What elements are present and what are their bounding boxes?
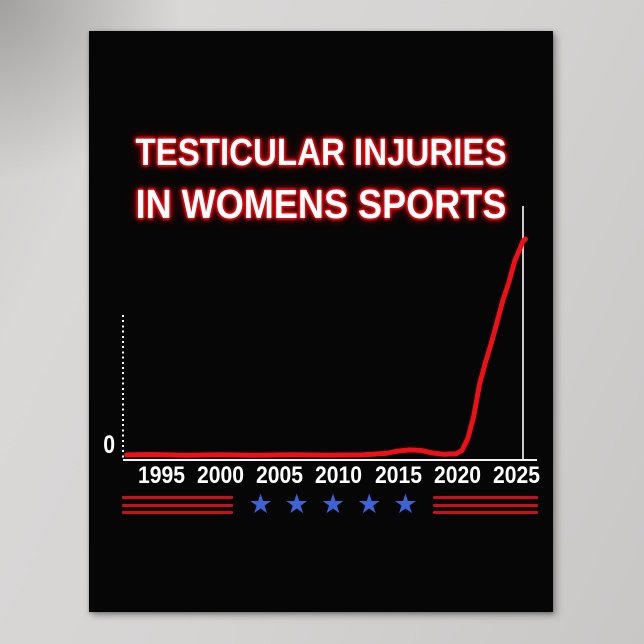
- right-reference-line: [522, 206, 524, 459]
- title-line-2: IN WOMENS SPORTS: [135, 181, 507, 227]
- star-icon: ★: [393, 489, 418, 520]
- injuries-line-chart: [124, 236, 528, 458]
- stars-row: ★ ★ ★ ★ ★: [233, 489, 433, 520]
- x-tick-2015: 2015: [374, 462, 422, 489]
- y-axis-dotted-line: [122, 315, 124, 459]
- x-tick-1995: 1995: [138, 462, 185, 489]
- stripe-bar: [122, 496, 233, 499]
- stripe-bar: [122, 511, 233, 514]
- poster-title: TESTICULAR INJURIES IN WOMENS SPORTS: [89, 128, 553, 230]
- x-axis-line: [123, 459, 537, 461]
- stripe-bar: [433, 503, 538, 507]
- x-axis-tick-labels: 1995 2000 2005 2010 2015 2020 2025: [132, 464, 546, 488]
- x-tick-2010: 2010: [315, 462, 363, 489]
- left-stripes-icon: [122, 495, 233, 515]
- x-tick-2005: 2005: [256, 462, 304, 489]
- star-icon: ★: [357, 489, 382, 520]
- right-stripes-icon: [433, 495, 538, 515]
- star-icon: ★: [284, 489, 309, 520]
- stripe-bar: [433, 496, 538, 499]
- x-tick-2025: 2025: [492, 462, 540, 489]
- flag-decoration: ★ ★ ★ ★ ★: [122, 489, 538, 520]
- stripe-bar: [122, 503, 233, 507]
- title-line-1: TESTICULAR INJURIES: [135, 132, 507, 174]
- injuries-line-series: [124, 236, 528, 458]
- star-icon: ★: [320, 489, 346, 520]
- x-tick-2020: 2020: [433, 462, 481, 489]
- star-icon: ★: [248, 489, 273, 520]
- chart-poster: TESTICULAR INJURIES IN WOMENS SPORTS 0 1…: [89, 31, 553, 612]
- x-tick-2000: 2000: [197, 462, 245, 489]
- y-axis-zero-label: 0: [103, 431, 116, 459]
- stripe-bar: [433, 511, 538, 514]
